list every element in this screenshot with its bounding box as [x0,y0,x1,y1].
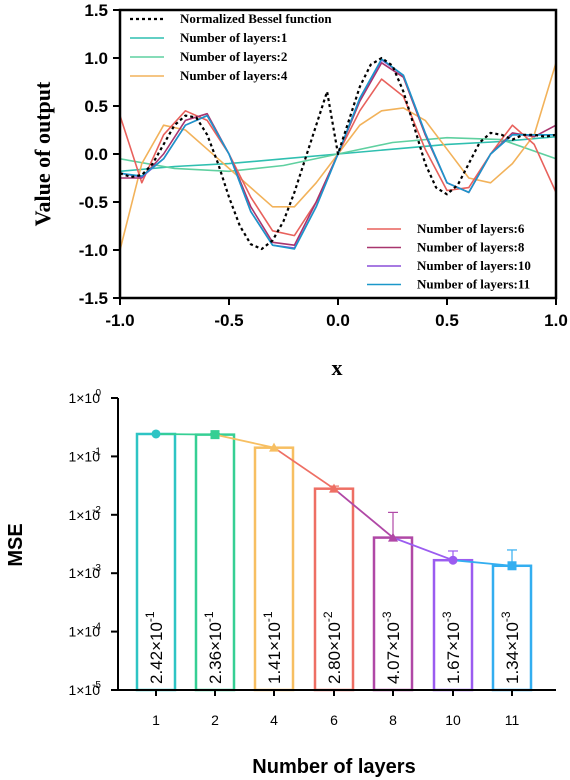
bar-value-label: 2.42×10-1 [143,611,166,684]
x-axis-label: x [332,355,343,380]
x-tick-label: -0.5 [214,311,243,330]
y-axis-label-bottom: MSE [5,523,27,566]
y-tick-label: -1.5 [79,289,108,308]
bar-value-label: 1.34×10-3 [499,611,522,684]
x-tick-label: 8 [389,712,397,728]
bar [491,564,533,692]
y-axis-label: Value of output [30,81,55,226]
x-tick-label: 0.0 [326,311,350,330]
mean-line-segment [155,433,216,436]
legend-bottom-right: Number of layers:6 Number of layers:8 Numb… [367,221,531,292]
bar-chart: 2.42×10-1 1 2.36×10-1 2 1.41×10-1 4 2.80×10-2 6… [5,388,556,778]
y-tick-label: 1×10-2 [68,505,101,523]
mean-marker [329,483,339,493]
mean-line-segment [273,446,335,490]
y-tick-label: -0.5 [79,193,108,212]
legend-label: Number of layers:6 [417,221,525,236]
y-tick-label: 1×100 [68,388,101,406]
y-tick-label: 0.5 [84,97,108,116]
legend-label: Number of layers:11 [417,277,530,292]
mean-line-group [151,429,517,571]
x-tick-label: 4 [270,712,278,728]
bar-value-label: 2.36×10-1 [202,611,225,684]
legend-label: Number of layers:1 [180,30,287,45]
y-tick-label: 1×10-5 [68,680,101,698]
mean-marker [388,532,398,542]
legend-label: Number of layers:2 [180,49,287,64]
legend-label: Normalized Bessel function [180,11,332,26]
y-tick-label: 1×10-1 [68,446,101,464]
tick-group-bottom: 1×100 1×10-1 1×10-2 1×10-3 1×10-4 1×10-5 [68,388,118,698]
line-series-bessel [119,56,557,251]
bar [253,446,295,692]
y-tick-label: 1.5 [84,1,108,20]
y-tick-label: 1.0 [84,49,108,68]
y-tick-label: 1×10-3 [68,563,101,581]
line-series-group [119,56,557,251]
x-axis-label-bottom: Number of layers [252,756,415,778]
legend-label: Number of layers:4 [180,68,288,83]
x-tick-label: 1.0 [544,311,568,330]
mean-line-segment [333,487,394,539]
x-tick-label: -1.0 [105,311,134,330]
line-chart: -1.0 -0.5 0.0 0.5 1.0 -1.5 -1.0 -0.5 0.0 0.5 1.0 1.… [30,1,568,380]
legend-label: Number of layers:8 [417,240,525,255]
bar-value-label: 1.67×10-3 [440,611,463,684]
mean-marker [507,561,517,571]
bar-value-label: 1.41×10-1 [261,611,284,684]
mean-line-segment [214,433,275,449]
mean-line-segment [452,559,513,567]
tick-group: -1.0 -0.5 0.0 0.5 1.0 -1.5 -1.0 -0.5 0.0 0.5 1.0 1.… [79,1,568,330]
mean-marker [448,555,458,565]
x-tick-label: 6 [330,712,338,728]
line-series-layers-6 [119,78,557,237]
bar-value-label: 2.80×10-2 [321,611,344,684]
legend-label: Number of layers:10 [417,258,531,273]
mean-marker [151,429,161,439]
x-tick-label: 0.5 [435,311,459,330]
bar-value-label: 4.07×10-3 [380,611,403,684]
x-tick-label: 2 [211,712,219,728]
legend-top-left: Normalized Bessel function Number of laye… [130,11,332,83]
mean-line-segment [392,536,454,562]
x-tick-label: 11 [505,712,520,728]
y-tick-label: 0.0 [84,145,108,164]
y-tick-label: -1.0 [79,241,108,260]
bar-group: 2.42×10-1 1 2.36×10-1 2 1.41×10-1 4 2.80×10-2 6… [135,432,533,728]
y-tick-label: 1×10-4 [68,622,101,640]
mean-marker [269,442,279,452]
mean-marker [210,430,220,440]
x-tick-label: 10 [445,712,461,728]
x-tick-label: 1 [152,712,160,728]
